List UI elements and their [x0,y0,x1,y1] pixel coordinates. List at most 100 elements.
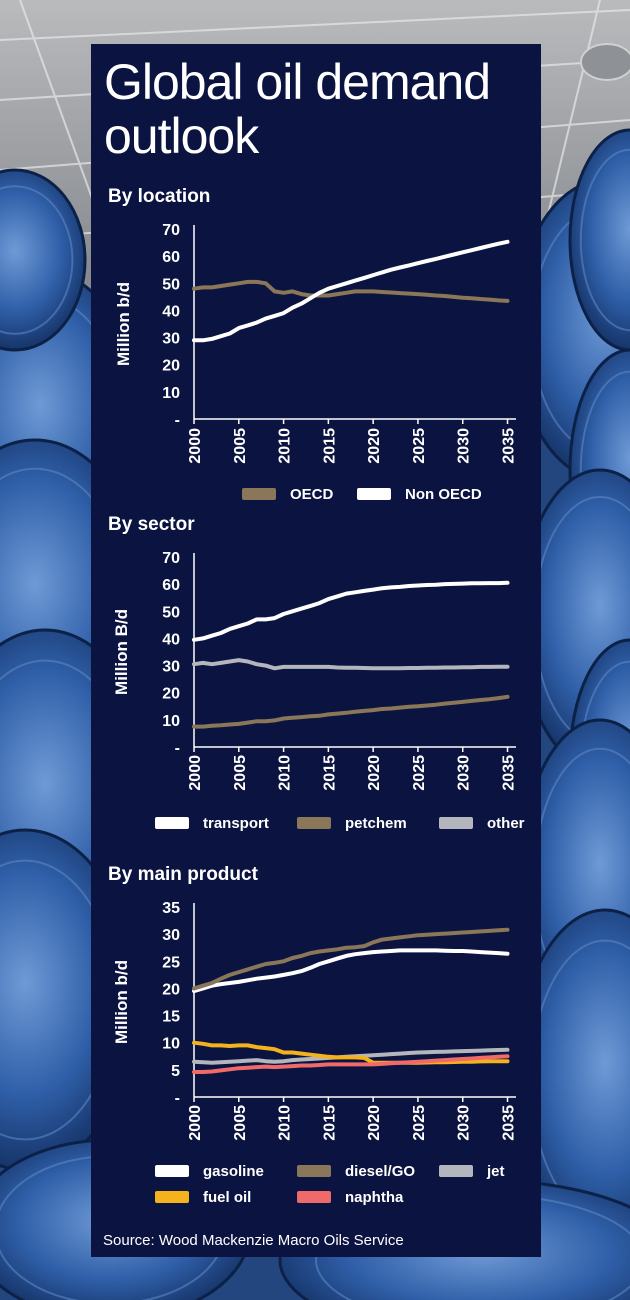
x-tick-label: 2010 [277,428,294,464]
y-tick-label: 10 [162,1036,180,1053]
x-tick-label: 2020 [366,428,383,464]
x-tick-label: 2000 [187,428,204,464]
title-line-2: outlook [104,108,259,164]
legend-swatch [357,488,391,501]
y-tick-label: 20 [162,981,180,998]
x-tick-label: 2005 [232,428,249,464]
legend-swatch [297,817,331,830]
legend-swatch [297,1165,331,1178]
series-line-naphtha [192,1054,510,1074]
series-line-gasoline [192,948,510,994]
x-tick-label: 2000 [187,755,204,791]
legend-label: OECD [290,486,334,503]
x-tick-label: 2030 [456,755,473,791]
legend-item: jet [439,1163,539,1180]
x-tick-label: 2030 [456,1105,473,1141]
y-tick-label: 60 [162,249,180,266]
x-tick-label: 2020 [366,755,383,791]
y-tick-label: 35 [162,900,180,917]
legend-label: diesel/GO [345,1163,416,1180]
page-title: Global oil demand outlook [104,55,534,163]
x-tick-label: 2015 [321,755,338,791]
y-tick-label: 20 [162,686,180,703]
y-tick-label: 50 [162,604,180,621]
y-tick-label: - [175,740,180,757]
legend-item: fuel oil [155,1189,297,1206]
x-tick-label: 2035 [501,755,518,791]
series-line-non-oecd [192,239,510,343]
series-line-diesel-go [192,927,510,991]
y-tick-label: 5 [171,1063,180,1080]
legend-label: gasoline [203,1163,264,1180]
x-tick-label: 2030 [456,428,473,464]
x-tick-label: 2015 [321,428,338,464]
y-tick-label: 10 [162,713,180,730]
legend-item: diesel/GO [297,1163,439,1180]
y-tick-label: 30 [162,659,180,676]
legend-swatch [242,488,276,501]
series-line-transport [192,580,510,642]
y-tick-label: 50 [162,276,180,293]
y-axis-label: Million B/d [112,609,131,695]
legend-label: jet [487,1163,505,1180]
legend-item: gasoline [155,1163,297,1180]
legend-item: naphtha [297,1189,439,1206]
y-axis-label: Million b/d [114,282,133,366]
x-tick-label: 2025 [411,755,428,791]
legend-swatch [297,1191,331,1204]
x-tick-label: 2025 [411,428,428,464]
y-tick-label: 70 [162,550,180,567]
legend-item: OECD [242,486,357,503]
y-tick-label: 15 [162,1009,180,1026]
x-tick-label: 2005 [232,755,249,791]
legend-swatch [155,1165,189,1178]
legend-swatch [439,1165,473,1178]
y-tick-label: 70 [162,222,180,239]
y-tick-label: 30 [162,927,180,944]
y-tick-label: 60 [162,577,180,594]
x-tick-label: 2015 [321,1105,338,1141]
y-tick-label: 40 [162,631,180,648]
series-line-other [192,658,510,671]
legend-swatch [155,1191,189,1204]
x-tick-label: 2010 [277,1105,294,1141]
y-tick-label: 20 [162,358,180,375]
legend-item: Non OECD [357,486,497,503]
x-tick-label: 2025 [411,1105,428,1141]
y-tick-label: 25 [162,954,180,971]
barrel-shape [568,128,630,352]
x-tick-label: 2010 [277,755,294,791]
legend-swatch [439,817,473,830]
x-tick-label: 2035 [501,428,518,464]
legend-label: transport [203,815,269,832]
legend-item: other [439,815,539,832]
y-tick-label: 30 [162,331,180,348]
legend-swatch [155,817,189,830]
legend-item: transport [155,815,297,832]
legend-label: petchem [345,815,407,832]
chart-title-by-main-product: By main product [108,864,258,885]
x-tick-label: 2005 [232,1105,249,1141]
x-tick-label: 2020 [366,1105,383,1141]
y-tick-label: - [175,412,180,429]
title-line-1: Global oil demand [104,54,491,110]
series-line-petchem [192,694,510,729]
legend-label: Non OECD [405,486,482,503]
series-line-oecd [192,279,510,303]
y-tick-label: - [175,1090,180,1107]
legend-label: naphtha [345,1189,404,1206]
source-note: Source: Wood Mackenzie Macro Oils Servic… [103,1232,404,1249]
legend-item: petchem [297,815,439,832]
legend-label: other [487,815,525,832]
y-tick-label: 40 [162,303,180,320]
chart-title-by-sector: By sector [108,514,195,535]
barrel-shape [0,168,87,352]
y-axis-label: Million b/d [112,960,131,1044]
barrel-rim [0,185,74,335]
chart-title-by-location: By location [108,186,211,207]
x-tick-label: 2035 [501,1105,518,1141]
